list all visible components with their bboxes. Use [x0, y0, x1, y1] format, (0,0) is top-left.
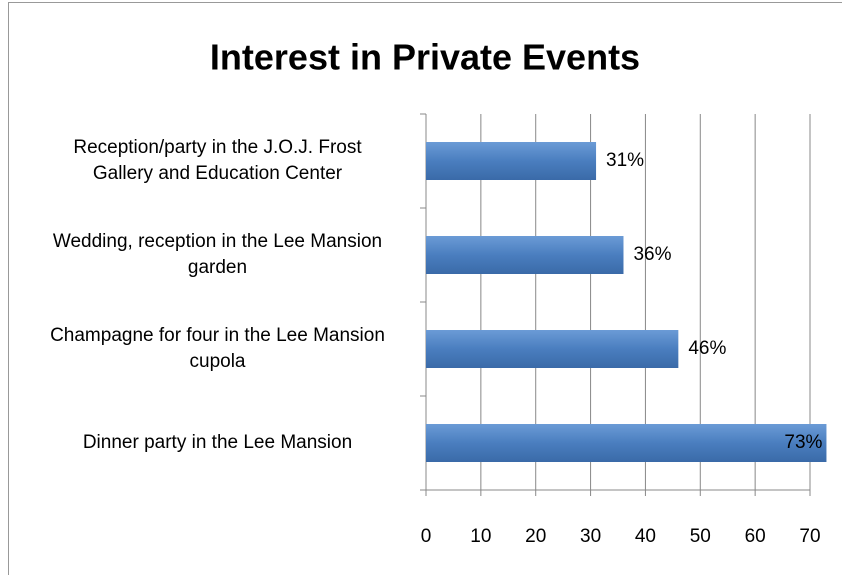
y-tick-label: Reception/party in the J.O.J. Frost Gall… [73, 137, 362, 184]
bar [426, 236, 624, 274]
y-tick-label: Wedding, reception in the Lee Mansion ga… [52, 231, 383, 278]
x-tick-label: 50 [690, 526, 711, 547]
chart-border [8, 2, 842, 575]
data-label: 46% [688, 338, 726, 359]
x-tick-label: 70 [799, 526, 820, 547]
bar [426, 424, 827, 462]
data-label: 73% [784, 432, 822, 453]
x-tick-label: 30 [580, 526, 601, 547]
y-tick-label: Dinner party in the Lee Mansion [82, 432, 353, 453]
bar [426, 330, 679, 368]
chart-title: Interest in Private Events [210, 37, 640, 78]
x-tick-label: 0 [421, 526, 432, 547]
x-tick-label: 40 [635, 526, 656, 547]
data-label: 31% [606, 150, 644, 171]
bar [426, 142, 597, 180]
x-tick-label: 20 [525, 526, 546, 547]
x-tick-label: 10 [470, 526, 491, 547]
y-tick-label: Champagne for four in the Lee Mansion cu… [50, 325, 385, 372]
x-tick-label: 60 [745, 526, 766, 547]
data-label: 36% [633, 244, 671, 265]
